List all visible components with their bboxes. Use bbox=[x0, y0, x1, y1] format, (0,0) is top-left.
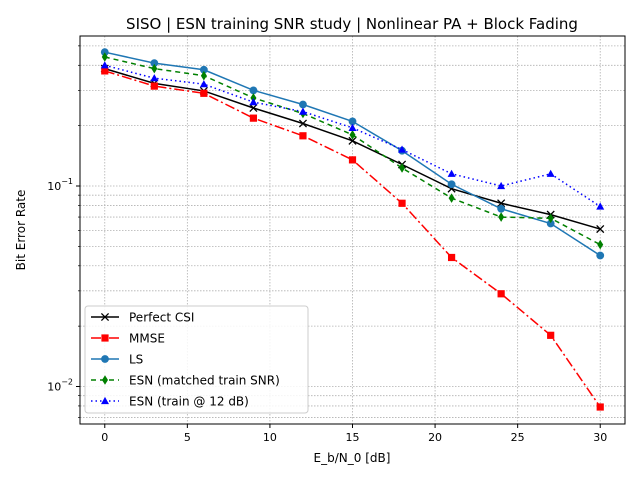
data-point bbox=[497, 181, 506, 190]
data-point bbox=[249, 98, 258, 106]
series-line bbox=[104, 70, 601, 408]
data-point bbox=[200, 70, 207, 81]
data-point bbox=[497, 290, 505, 298]
data-point bbox=[349, 130, 356, 140]
legend-marker bbox=[102, 375, 108, 385]
data-point bbox=[398, 199, 406, 207]
legend-label: ESN (train @ 12 dB) bbox=[129, 395, 249, 409]
data-point bbox=[547, 213, 554, 224]
x-axis: 0 5 10 15 20 25 30 bbox=[101, 424, 607, 444]
data-point bbox=[596, 403, 604, 411]
data-point bbox=[596, 251, 605, 260]
legend-marker bbox=[101, 334, 109, 342]
x-tick-label: 25 bbox=[511, 431, 525, 444]
data-point bbox=[249, 114, 258, 122]
data-point bbox=[298, 107, 307, 115]
data-point bbox=[498, 212, 505, 222]
x-tick-label: 5 bbox=[184, 431, 191, 444]
data-point bbox=[299, 132, 307, 140]
data-point bbox=[348, 156, 357, 164]
data-point bbox=[399, 163, 406, 173]
data-point bbox=[597, 239, 604, 250]
data-point bbox=[546, 219, 555, 228]
y-tick-label: 10−1 bbox=[47, 177, 73, 193]
legend-label: LS bbox=[129, 353, 143, 367]
data-point bbox=[199, 65, 208, 74]
data-point bbox=[348, 117, 357, 126]
legend-marker bbox=[100, 312, 110, 322]
series-mmse bbox=[101, 67, 604, 411]
legend: Perfect CSI MMSE LS ESN (matched train SNR)… bbox=[84, 305, 309, 414]
x-tick-label: 10 bbox=[263, 431, 277, 444]
data-point bbox=[101, 52, 108, 62]
series-ls bbox=[100, 48, 605, 260]
data-point bbox=[546, 169, 555, 177]
data-point bbox=[299, 100, 307, 109]
legend-marker bbox=[101, 355, 109, 363]
legend-marker bbox=[101, 396, 109, 405]
series-esn-train-12-db bbox=[100, 61, 605, 210]
legend-label: Perfect CSI bbox=[129, 311, 194, 325]
data-point bbox=[249, 103, 258, 113]
x-axis-label: E_b/N_0 [dB] bbox=[314, 451, 391, 465]
data-point bbox=[150, 82, 158, 90]
data-point bbox=[348, 123, 357, 131]
data-point bbox=[250, 93, 257, 103]
data-point bbox=[150, 59, 159, 68]
data-point bbox=[150, 74, 159, 82]
x-tick-label: 0 bbox=[101, 431, 108, 444]
data-point bbox=[447, 169, 456, 177]
data-point bbox=[199, 80, 208, 88]
data-point bbox=[101, 67, 109, 75]
x-tick-label: 20 bbox=[428, 431, 442, 444]
data-point bbox=[100, 48, 109, 57]
data-point bbox=[100, 61, 109, 69]
series-layer bbox=[100, 48, 605, 411]
data-point bbox=[298, 119, 308, 128]
data-point bbox=[249, 86, 258, 95]
y-tick-label: 10−2 bbox=[47, 377, 73, 393]
x-tick-label: 15 bbox=[346, 431, 360, 444]
x-tick-label: 30 bbox=[593, 431, 607, 444]
data-point bbox=[596, 202, 605, 210]
data-point bbox=[398, 145, 407, 153]
legend-box bbox=[84, 305, 309, 414]
legend-label: MMSE bbox=[129, 332, 165, 346]
data-point bbox=[348, 136, 357, 145]
data-point bbox=[447, 253, 456, 262]
data-point bbox=[200, 89, 208, 97]
data-point bbox=[151, 63, 158, 74]
data-point bbox=[596, 224, 605, 234]
data-point bbox=[497, 199, 506, 208]
y-axis: 10−2 10−1 bbox=[47, 45, 80, 418]
y-axis-label: Bit Error Rate bbox=[14, 190, 28, 271]
data-point bbox=[447, 180, 456, 189]
data-point bbox=[547, 331, 555, 339]
chart-title: SISO | ESN training SNR study | Nonlinea… bbox=[126, 15, 578, 33]
data-point bbox=[497, 204, 506, 213]
legend-label: ESN (matched train SNR) bbox=[129, 374, 280, 388]
data-point bbox=[448, 193, 455, 203]
